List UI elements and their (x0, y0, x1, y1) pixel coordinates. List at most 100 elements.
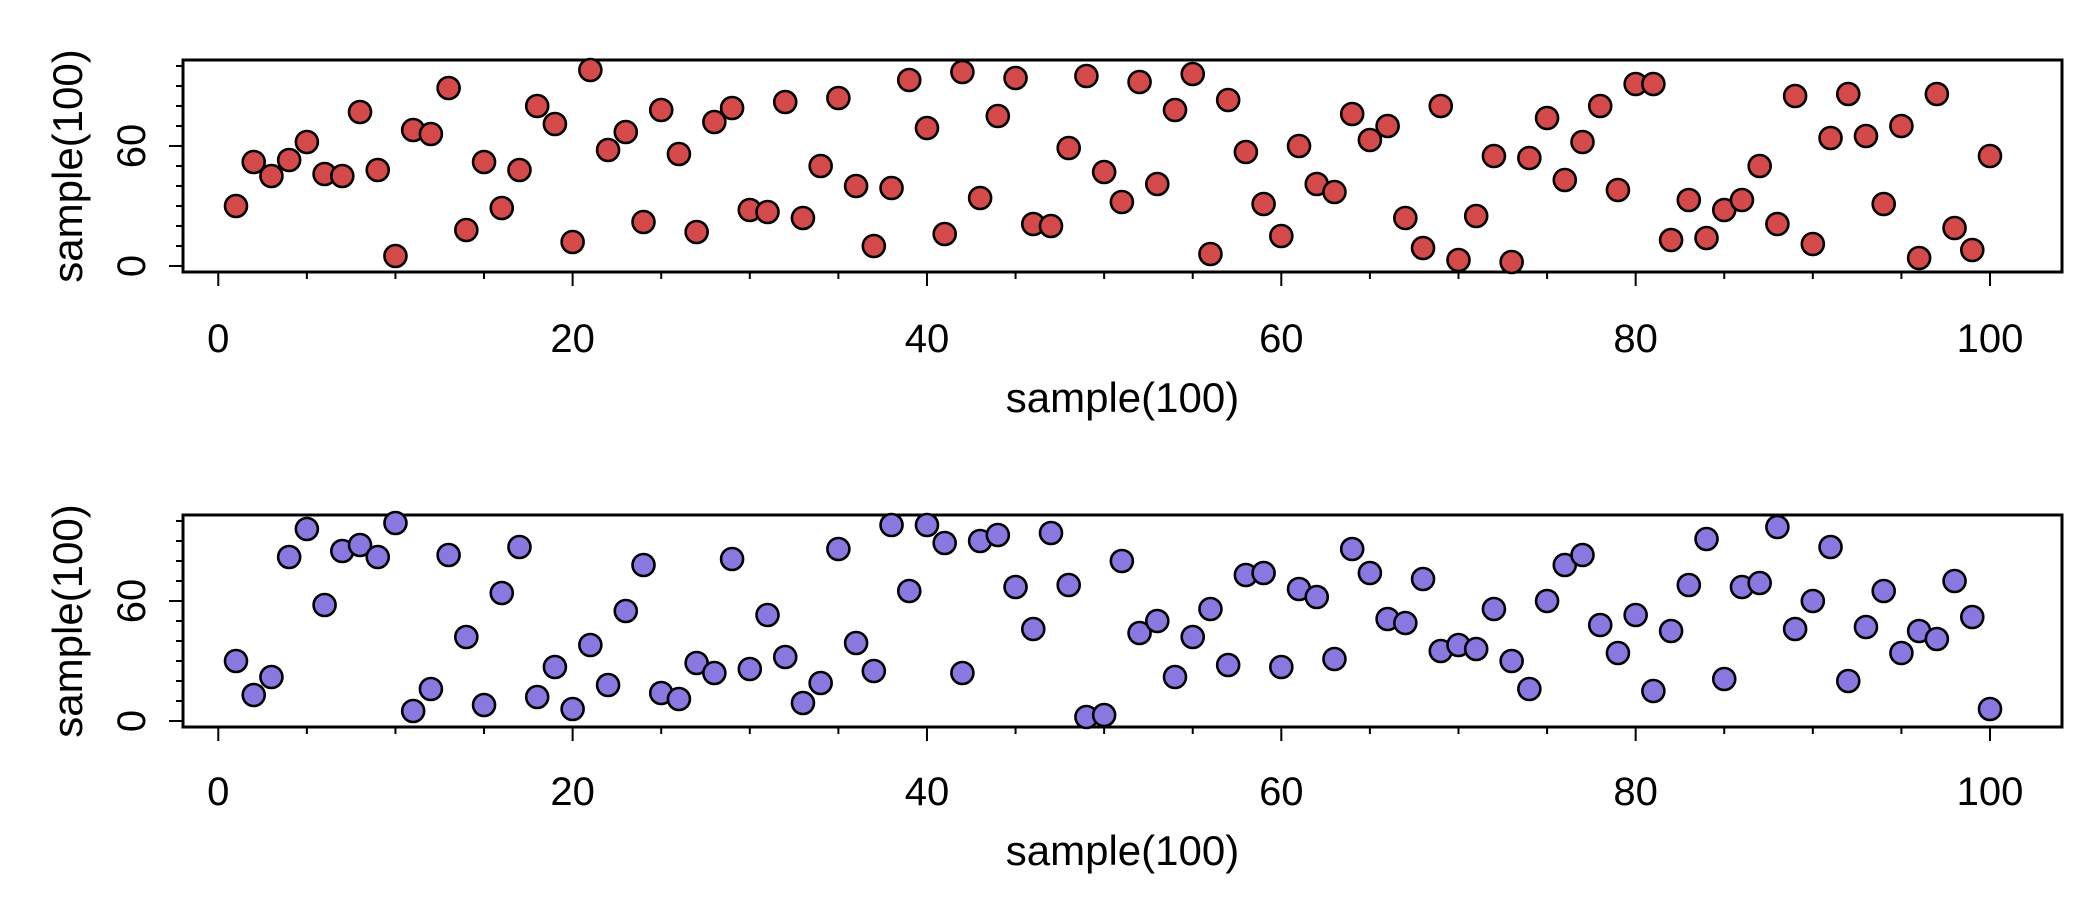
data-point (755, 199, 780, 225)
data-point (1676, 187, 1702, 213)
x-tick-label: 40 (905, 317, 950, 361)
data-point (843, 630, 869, 656)
data-point (737, 656, 763, 682)
data-point (1003, 574, 1028, 600)
data-point (1517, 145, 1542, 171)
data-point (312, 592, 337, 618)
data-point (1765, 514, 1790, 540)
data-point (719, 95, 745, 121)
data-point (1481, 143, 1507, 169)
data-point (1162, 664, 1188, 690)
data-point (1428, 93, 1454, 119)
data-point (560, 229, 585, 255)
data-point (896, 67, 922, 93)
data-point (1251, 560, 1276, 586)
data-point (1534, 105, 1560, 131)
x-tick-label: 20 (550, 770, 595, 814)
x-axis-title: sample(100) (1006, 374, 1239, 421)
data-point (772, 644, 798, 670)
data-point (1924, 81, 1950, 107)
data-point (950, 59, 975, 85)
data-point (1463, 636, 1489, 662)
data-point (1286, 133, 1312, 159)
data-point (1109, 189, 1135, 215)
data-point (1623, 602, 1648, 628)
data-point (1127, 69, 1152, 95)
data-point (702, 109, 727, 135)
data-point (932, 530, 957, 556)
data-point (223, 193, 249, 219)
data-point (1658, 227, 1684, 253)
data-point (985, 522, 1011, 548)
y-tick-label: 60 (110, 124, 154, 169)
data-point (1782, 83, 1808, 109)
data-point (1215, 652, 1241, 678)
data-point (436, 542, 461, 568)
data-point (755, 602, 780, 628)
data-point (383, 510, 408, 536)
data-point (1871, 191, 1896, 217)
data-point (524, 684, 550, 710)
data-point (684, 219, 709, 245)
data-point (471, 149, 497, 175)
data-point (578, 632, 603, 658)
data-point (826, 85, 851, 111)
data-point (1215, 87, 1241, 113)
data-point (932, 221, 957, 247)
data-point (1393, 205, 1418, 231)
data-point (1357, 560, 1383, 586)
x-axis-title: sample(100) (1006, 827, 1239, 874)
data-point (1339, 536, 1365, 562)
data-point (365, 157, 391, 183)
data-point (826, 536, 851, 562)
data-point (1889, 640, 1914, 666)
y-tick-label: 60 (110, 579, 154, 624)
data-point (383, 243, 408, 269)
data-point (1835, 81, 1861, 107)
data-point (1835, 668, 1861, 694)
data-point (1517, 676, 1542, 702)
data-point (1074, 63, 1099, 89)
data-point (1463, 203, 1489, 229)
data-point (595, 672, 621, 698)
data-point (524, 93, 550, 119)
data-point (896, 578, 922, 604)
data-point (1853, 614, 1879, 640)
data-point (578, 57, 603, 83)
data-point (772, 89, 798, 115)
data-point (1144, 171, 1170, 197)
data-point (1605, 177, 1631, 203)
data-point (1765, 211, 1790, 237)
data-point (1339, 101, 1365, 127)
data-point (1109, 548, 1135, 574)
data-point (347, 532, 373, 558)
data-point (985, 103, 1011, 129)
x-tick-label: 60 (1259, 317, 1304, 361)
data-point (1499, 648, 1524, 674)
data-point (613, 598, 639, 624)
data-point (489, 195, 515, 221)
data-point (1198, 596, 1223, 622)
data-point (276, 147, 302, 173)
data-point (879, 175, 904, 201)
data-point (1800, 588, 1826, 614)
data-point (454, 624, 479, 650)
data-point (1056, 572, 1082, 598)
data-point (330, 163, 355, 189)
data-point (1144, 608, 1170, 634)
data-point (631, 209, 656, 235)
data-point (1056, 135, 1082, 161)
data-point (489, 580, 515, 606)
data-point (1747, 153, 1772, 179)
scatter-panel-bottom: 0 20 40 60 80 100 0 60 sample(100) sample(100) (44, 504, 2064, 874)
data-point (1977, 143, 2003, 169)
data-point (1534, 588, 1560, 614)
data-point (241, 682, 267, 708)
data-point (1658, 618, 1684, 644)
data-point (1003, 65, 1028, 91)
data-point (666, 686, 692, 712)
data-point (542, 654, 568, 680)
data-point (259, 163, 284, 189)
x-tick-label: 0 (207, 770, 229, 814)
